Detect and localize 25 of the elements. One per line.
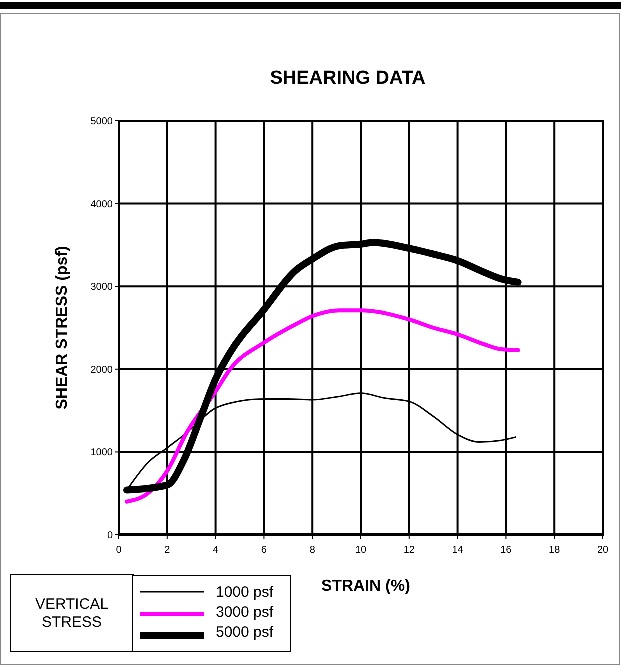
x-tick-label: 20 (597, 545, 609, 556)
x-tick-label: 18 (549, 545, 561, 556)
x-tick-label: 12 (404, 545, 416, 556)
y-tick-label: 1000 (90, 448, 114, 459)
legend-title: VERTICAL STRESS (35, 596, 109, 631)
y-tick-label: 2000 (90, 364, 114, 376)
y-axis-title: SHEAR STRESS (psf) (54, 246, 71, 410)
chart-title: SHEARING DATA (270, 68, 426, 89)
y-tick-label: 4000 (90, 199, 114, 210)
y-tick-label: 5000 (90, 116, 114, 128)
x-tick-label: 6 (261, 545, 268, 556)
line-series (124, 308, 520, 504)
legend-label: 1000 psf (216, 584, 274, 601)
x-axis-title: STRAIN (%) (322, 578, 410, 595)
x-tick-label: 2 (164, 545, 171, 556)
x-tick-label: 0 (116, 545, 122, 556)
x-tick-label: 4 (213, 545, 220, 556)
y-tick-label: 0 (107, 530, 114, 542)
legend-label: 5000 psf (216, 624, 274, 641)
y-tick-label: 3000 (90, 282, 114, 294)
x-tick-label: 8 (310, 545, 316, 556)
x-tick-label: 16 (500, 545, 512, 556)
legend-label: 3000 psf (216, 604, 274, 621)
x-tick-label: 14 (452, 545, 464, 556)
x-tick-label: 10 (355, 545, 367, 556)
